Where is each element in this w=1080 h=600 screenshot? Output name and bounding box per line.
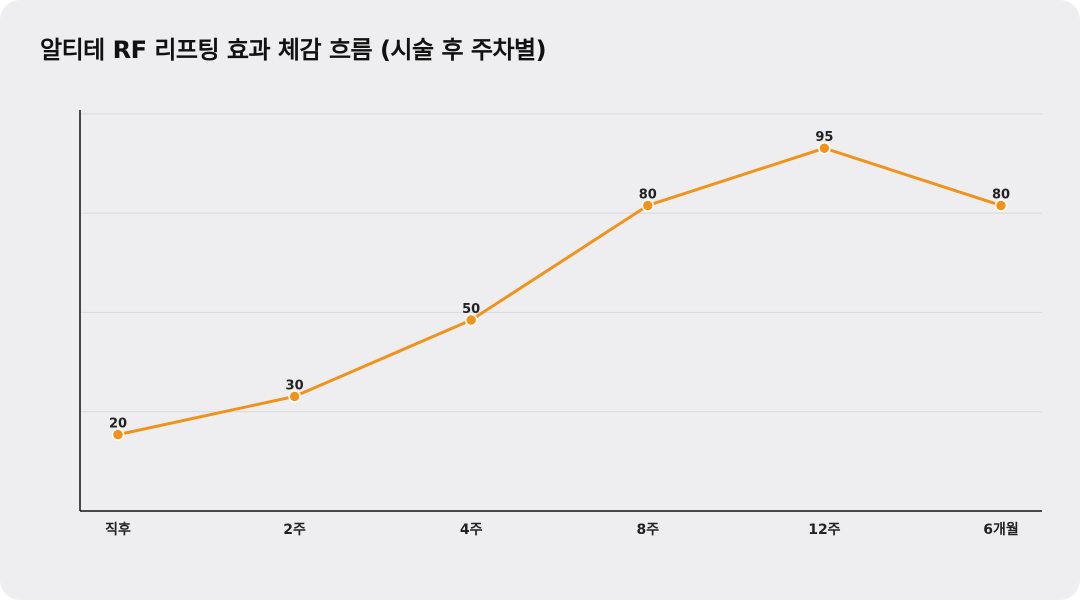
data-points xyxy=(111,141,1008,441)
chart-title: 알티테 RF 리프팅 효과 체감 흐름 (시술 후 주차별) xyxy=(40,36,547,64)
data-label: 30 xyxy=(286,378,304,393)
data-label: 80 xyxy=(992,187,1010,202)
x-tick-label: 8주 xyxy=(636,522,659,538)
data-point-marker xyxy=(994,199,1008,212)
x-tick-label: 12주 xyxy=(808,522,840,538)
data-label: 50 xyxy=(462,302,480,317)
x-tick-label: 직후 xyxy=(105,521,131,538)
x-tick-label: 6개월 xyxy=(983,521,1019,538)
data-point-marker xyxy=(818,141,831,155)
series-line xyxy=(116,146,1003,437)
x-tick-label: 4주 xyxy=(460,522,483,538)
x-tick-label: 2주 xyxy=(283,522,306,538)
data-label: 95 xyxy=(815,130,833,145)
data-point-marker xyxy=(464,313,478,327)
data-label: 80 xyxy=(639,187,657,202)
data-point-marker xyxy=(288,390,301,403)
data-point-marker xyxy=(641,199,655,212)
data-labels: 20 30 50 80 95 80 xyxy=(109,130,1010,431)
x-tick-labels: 직후 2주 4주 8주 12주 6개월 xyxy=(105,521,1019,538)
data-point-marker xyxy=(111,428,125,441)
gridlines xyxy=(80,113,1042,413)
data-label: 20 xyxy=(109,417,127,432)
